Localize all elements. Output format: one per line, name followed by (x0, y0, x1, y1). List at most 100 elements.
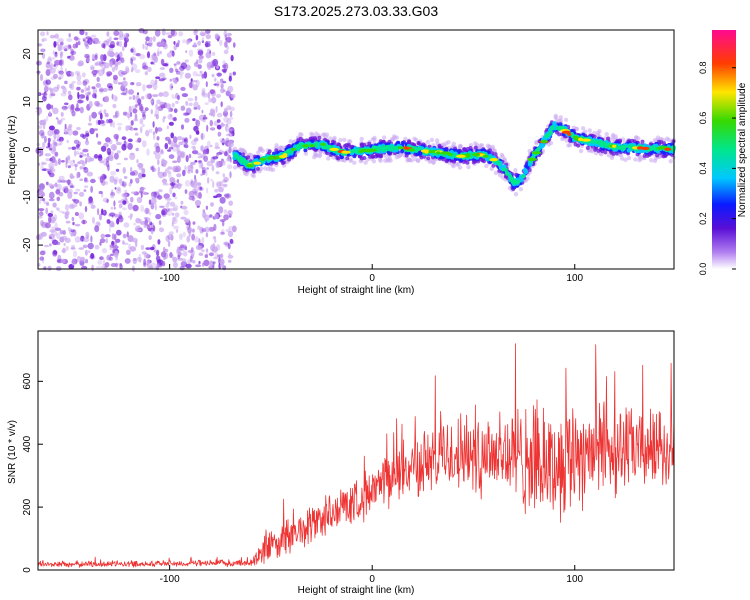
ridge-cell (500, 175, 505, 180)
noise-blob (158, 189, 163, 193)
noise-blob (150, 229, 154, 235)
noise-blob (129, 217, 132, 220)
noise-blob (60, 258, 66, 264)
noise-blob (173, 204, 179, 212)
noise-blob (41, 221, 47, 229)
noise-blob (115, 238, 121, 243)
noise-blob (118, 211, 122, 216)
ridge-peak (427, 150, 435, 154)
noise-blob (219, 39, 223, 46)
noise-blob (55, 143, 62, 146)
noise-blob (188, 230, 192, 238)
noise-blob (162, 246, 166, 253)
noise-blob (177, 70, 184, 76)
noise-blob (218, 186, 224, 193)
ridge-cell (378, 158, 383, 163)
noise-blob (80, 89, 85, 93)
y-tick-label: 200 (22, 498, 33, 515)
ridge-cell (346, 144, 351, 149)
ridge-cell (246, 155, 251, 160)
ridge-cell (497, 162, 501, 166)
noise-blob (161, 28, 166, 36)
noise-blob (70, 184, 75, 189)
noise-blob (118, 216, 124, 223)
noise-blob (181, 93, 188, 98)
noise-blob (180, 86, 186, 91)
ridge-cell (465, 160, 470, 165)
noise-blob (197, 64, 202, 70)
noise-blob (214, 142, 219, 148)
noise-blob (76, 172, 79, 179)
ridge-cell (413, 157, 418, 162)
noise-blob (193, 42, 197, 47)
noise-blob (216, 119, 221, 123)
noise-blob (54, 59, 61, 66)
ridge-cell (557, 126, 562, 131)
noise-blob (141, 112, 146, 118)
ridge-cell (466, 164, 471, 170)
noise-blob (122, 111, 128, 116)
y-tick-label: 0 (22, 567, 33, 573)
noise-blob (103, 142, 109, 148)
noise-blob (64, 123, 67, 129)
noise-blob (152, 225, 156, 232)
noise-blob (227, 85, 234, 93)
noise-blob (84, 130, 90, 138)
noise-blob (162, 91, 169, 98)
noise-blob (146, 262, 153, 270)
noise-blob (85, 96, 89, 100)
ridge-cell (596, 148, 601, 153)
noise-blob (143, 258, 147, 266)
noise-blob (136, 257, 143, 262)
noise-blob (225, 228, 232, 233)
noise-blob (165, 32, 172, 35)
noise-blob (107, 39, 110, 48)
noise-blob (216, 81, 220, 88)
noise-blob (99, 103, 103, 108)
noise-blob (51, 230, 58, 237)
noise-blob (179, 233, 183, 240)
noise-blob (111, 233, 115, 240)
noise-blob (100, 233, 106, 239)
ridge-peak (309, 144, 315, 148)
noise-blob (118, 40, 123, 48)
noise-blob (174, 167, 180, 173)
spectrogram-x-axis: -100 0 100 (160, 264, 584, 284)
noise-blob (123, 77, 126, 81)
noise-blob (161, 41, 167, 47)
noise-blob (198, 260, 201, 265)
noise-blob (99, 238, 106, 244)
noise-blob (154, 203, 157, 211)
noise-blob (227, 259, 232, 263)
noise-blob (129, 246, 137, 252)
noise-blob (125, 125, 129, 132)
noise-blob (191, 181, 198, 189)
noise-blob (157, 263, 160, 266)
noise-blob (78, 247, 84, 250)
noise-blob (35, 60, 42, 66)
noise-blob (220, 160, 227, 163)
noise-blob (161, 158, 165, 164)
noise-blob (172, 136, 178, 144)
noise-blob (182, 169, 186, 177)
noise-blob (193, 107, 198, 110)
noise-blob (106, 219, 111, 224)
snr-panel: -100 0 100 0 200 400 600 Height of straight l… (7, 330, 675, 596)
noise-blob (99, 119, 105, 124)
ridge-cell (407, 140, 412, 144)
noise-blob (187, 169, 191, 174)
noise-blob (156, 259, 162, 263)
noise-blob (202, 209, 206, 213)
noise-blob (106, 156, 110, 163)
noise-blob (84, 206, 88, 213)
noise-blob (174, 196, 178, 200)
ridge-cell (425, 139, 430, 145)
noise-blob (84, 249, 88, 256)
noise-blob (146, 84, 153, 89)
noise-blob (44, 85, 49, 93)
noise-blob (71, 258, 77, 266)
noise-blob (170, 29, 175, 36)
ridge-cell (492, 148, 497, 153)
noise-blob (177, 182, 180, 186)
noise-blob (129, 213, 133, 218)
